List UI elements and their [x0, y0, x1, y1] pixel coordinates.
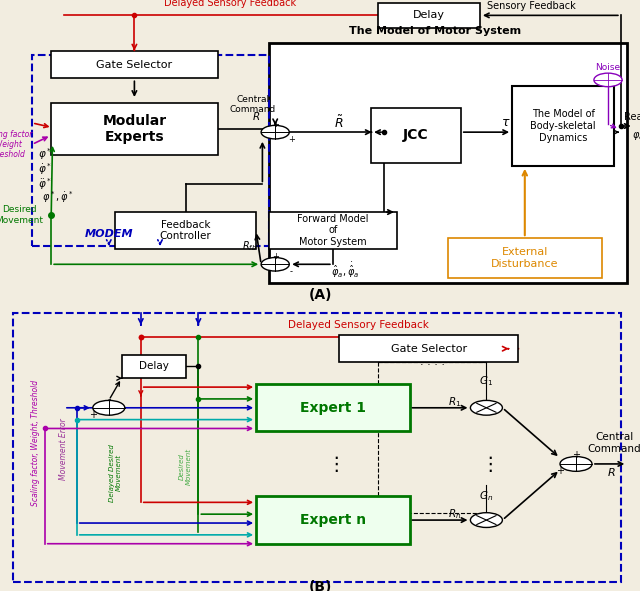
Circle shape [261, 125, 289, 139]
FancyBboxPatch shape [256, 384, 410, 431]
Text: Delayed Sensory Feedback: Delayed Sensory Feedback [288, 320, 429, 330]
Text: External
Disturbance: External Disturbance [491, 248, 559, 269]
Text: Delay: Delay [413, 11, 445, 20]
Text: $\vdots$: $\vdots$ [326, 454, 339, 474]
Circle shape [93, 401, 125, 415]
FancyBboxPatch shape [122, 355, 186, 378]
Text: Delayed Desired
Movement: Delayed Desired Movement [109, 444, 122, 502]
Circle shape [594, 73, 622, 87]
Text: $\hat{\varphi}_a, \dot{\hat{\varphi}}_a$: $\hat{\varphi}_a, \dot{\hat{\varphi}}_a$ [332, 261, 360, 280]
FancyBboxPatch shape [51, 103, 218, 155]
Circle shape [470, 401, 502, 415]
Text: Movement Error: Movement Error [60, 418, 68, 480]
Text: +: + [288, 135, 294, 144]
FancyBboxPatch shape [378, 3, 480, 28]
Text: -: - [290, 268, 292, 277]
FancyBboxPatch shape [339, 336, 518, 362]
Text: Desired
Movement: Desired Movement [179, 449, 192, 485]
Text: Scaling factor
  Weight
Threshold: Scaling factor Weight Threshold [0, 129, 33, 160]
Text: $\tau$: $\tau$ [501, 116, 510, 129]
Text: $R_n$: $R_n$ [448, 507, 461, 521]
Text: JCC: JCC [403, 128, 429, 142]
Text: Feedback
Controller: Feedback Controller [160, 220, 211, 241]
Text: +: + [272, 120, 278, 129]
Text: Delay: Delay [139, 362, 168, 371]
Text: Desired
Movement: Desired Movement [0, 206, 44, 225]
FancyBboxPatch shape [256, 496, 410, 544]
Text: $\varphi_a, \dot{\varphi}_a$: $\varphi_a, \dot{\varphi}_a$ [632, 128, 640, 143]
Text: $\vdots$: $\vdots$ [480, 454, 493, 474]
Text: Expert n: Expert n [300, 513, 366, 527]
Text: +: + [89, 410, 97, 420]
Text: Forward Model
of
Motor System: Forward Model of Motor System [297, 214, 369, 247]
Text: The Model of
Body-skeletal
Dynamics: The Model of Body-skeletal Dynamics [531, 109, 596, 142]
Text: $\varphi^*$: $\varphi^*$ [38, 146, 52, 161]
Text: Noise: Noise [595, 63, 621, 72]
Text: $\varphi^*, \dot{\varphi}^*$: $\varphi^*, \dot{\varphi}^*$ [42, 189, 73, 204]
Text: $R_{fb}$: $R_{fb}$ [242, 239, 257, 253]
FancyBboxPatch shape [269, 212, 397, 249]
Text: (A): (A) [308, 288, 332, 302]
Circle shape [560, 456, 592, 472]
Text: Modular
Experts: Modular Experts [102, 114, 166, 144]
Text: Central
Command: Central Command [588, 433, 640, 454]
Text: R: R [607, 468, 615, 478]
FancyBboxPatch shape [512, 86, 614, 166]
Text: The Model of Motor System: The Model of Motor System [349, 26, 521, 35]
Text: $\tilde{R}$: $\tilde{R}$ [335, 115, 344, 131]
Text: Delayed Sensory Feedback: Delayed Sensory Feedback [164, 0, 296, 8]
FancyBboxPatch shape [115, 212, 256, 249]
Text: $R_1$: $R_1$ [448, 395, 461, 409]
Text: $\dot{\varphi}^*$: $\dot{\varphi}^*$ [38, 161, 52, 177]
Text: Central
Command: Central Command [230, 95, 276, 114]
Text: +: + [572, 450, 580, 460]
FancyBboxPatch shape [269, 43, 627, 282]
FancyBboxPatch shape [51, 51, 218, 79]
Text: R: R [252, 112, 260, 122]
Text: $G_1$: $G_1$ [479, 374, 493, 388]
Text: Gate Selector: Gate Selector [391, 344, 467, 353]
Text: Sensory Feedback: Sensory Feedback [487, 1, 575, 11]
Text: Gate Selector: Gate Selector [97, 60, 172, 70]
Text: $G_n$: $G_n$ [479, 489, 493, 504]
FancyBboxPatch shape [448, 238, 602, 278]
Text: -: - [107, 394, 111, 404]
Circle shape [470, 512, 502, 527]
Text: MODEM: MODEM [84, 229, 133, 239]
Text: Real State: Real State [625, 112, 640, 122]
Text: +: + [556, 466, 564, 476]
Text: Expert 1: Expert 1 [300, 401, 366, 415]
Text: +: + [272, 252, 278, 261]
FancyBboxPatch shape [371, 108, 461, 163]
Text: Scaling factor, Weight, Threshold: Scaling factor, Weight, Threshold [31, 380, 40, 506]
Text: (B): (B) [308, 580, 332, 591]
Text: . . . .: . . . . [419, 357, 445, 367]
Circle shape [261, 258, 289, 271]
Text: $\ddot{\varphi}^*$: $\ddot{\varphi}^*$ [38, 177, 52, 192]
